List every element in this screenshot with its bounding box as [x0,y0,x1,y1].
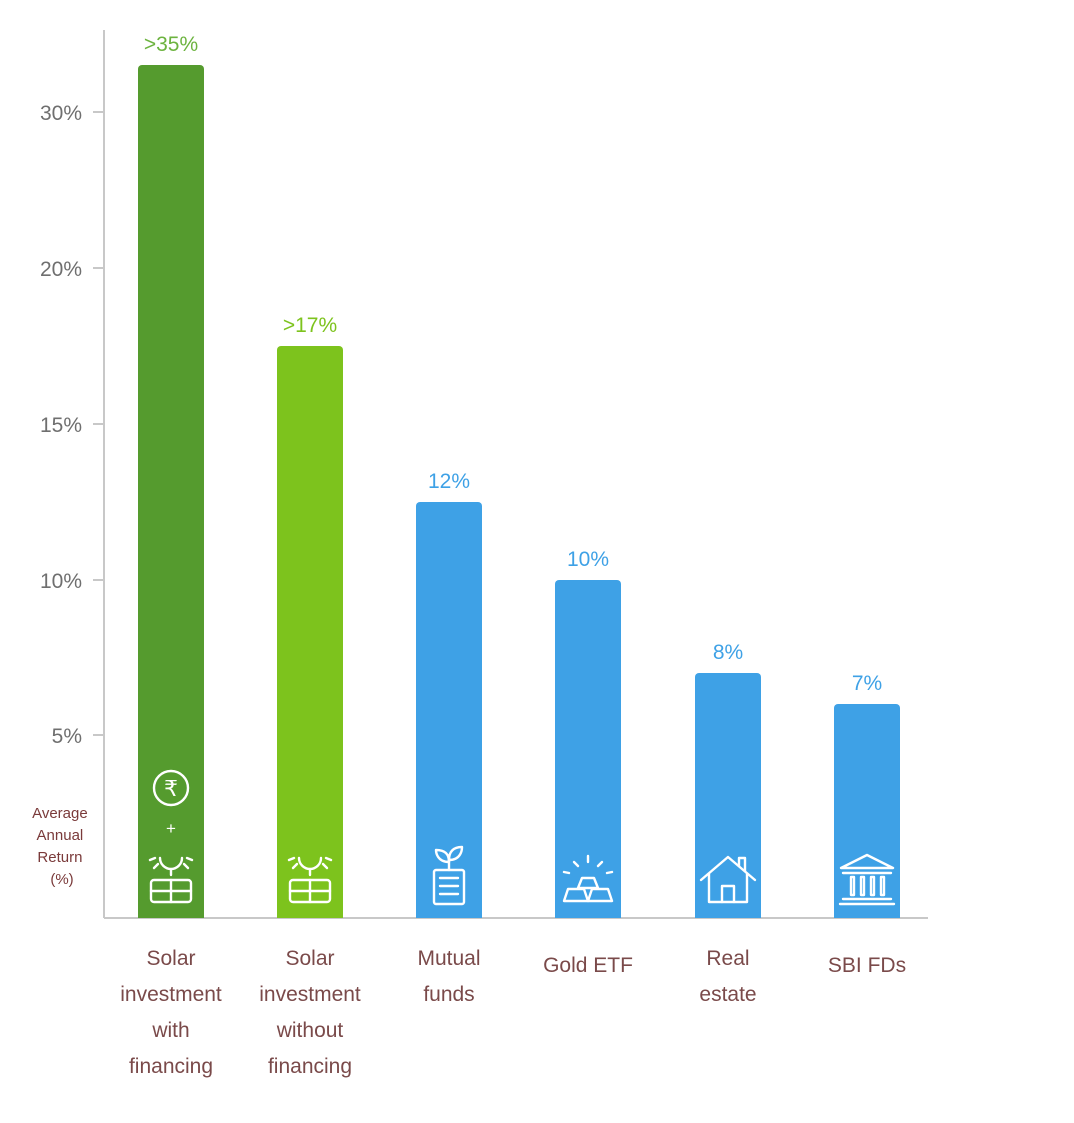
category-label: Real estate [699,947,756,1006]
value-label: 7% [852,672,882,695]
bar-body [277,354,343,918]
category-label-line: Solar [285,947,334,970]
category-label: SBI FDs [828,954,906,977]
category-label-line: financing [129,1055,213,1078]
category-label-line: Real [706,947,749,970]
solar-panel-icon [148,856,194,904]
value-label: 12% [428,470,470,493]
category-label-line: Solar [146,947,195,970]
bars [138,65,900,918]
category-label-line: with [151,1019,189,1042]
category-label-line: Gold ETF [543,954,633,977]
y-tick-label: 30% [40,102,82,125]
y-tick-label: 10% [40,570,82,593]
plant-growth-icon [432,845,466,906]
category-label: Solar investment with financing [120,947,222,1078]
solar-panel-icon [287,856,333,904]
category-label-line: estate [699,983,756,1006]
bar-body [834,712,900,918]
value-label: >17% [283,314,337,337]
category-label-line: without [276,1019,344,1042]
category-label-line: financing [268,1055,352,1078]
y-axis-title-line: Annual [37,827,84,844]
value-labels: >35% >17% 12% 10% 8% 7% [144,33,882,695]
y-tick-label: 5% [52,725,82,748]
category-label-line: investment [120,983,222,1006]
value-label: >35% [144,33,198,56]
axes [103,30,928,919]
bank-icon [838,853,896,906]
rupee-symbol: ₹ [164,777,178,802]
bar-body [138,73,204,918]
bar-body [695,681,761,918]
category-label: Mutual funds [417,947,480,1006]
bar-body [555,588,621,918]
category-label-line: Mutual [417,947,480,970]
y-axis-title-line: (%) [50,871,73,888]
category-label: Gold ETF [543,954,633,977]
y-ticks: 5% 10% 15% 20% 30% [40,102,104,748]
bar-icons: ₹+ [148,769,896,906]
bar-body [416,510,482,918]
rupee-icon: ₹ [152,769,190,807]
category-label-line: investment [259,983,361,1006]
y-tick-label: 15% [40,414,82,437]
y-tick-label: 20% [40,258,82,281]
y-axis-title-line: Return [37,849,82,866]
house-icon [699,855,757,904]
plus-icon: + [166,819,176,838]
y-axis-title: Average Annual Return (%) [32,805,92,888]
category-label-line: SBI FDs [828,954,906,977]
y-axis-title-line: Average [32,805,88,822]
category-labels: Solar investment with financing Solar investm… [120,947,906,1078]
value-label: 8% [713,641,743,664]
value-label: 10% [567,548,609,571]
gold-bars-icon [562,854,614,903]
category-label-line: funds [423,983,474,1006]
category-label: Solar investment without financing [259,947,361,1078]
